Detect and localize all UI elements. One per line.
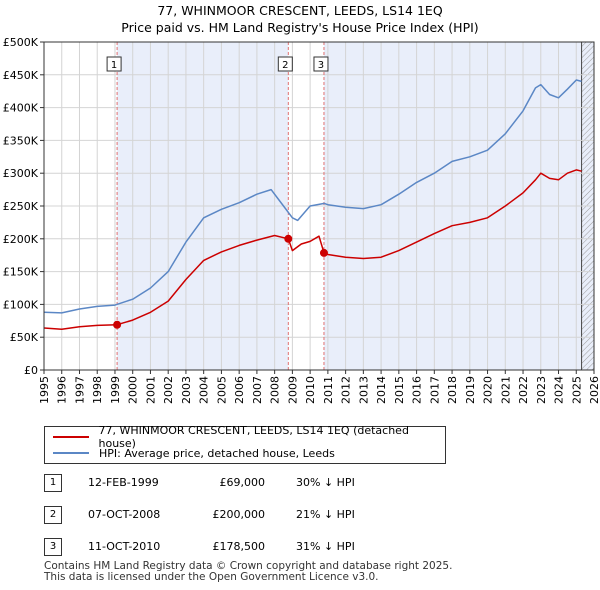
x-tick-label: 2001 <box>144 376 157 404</box>
event-hpi: 31% ↓ HPI <box>296 540 355 553</box>
event-number: 3 <box>44 538 62 556</box>
title-block: 77, WHINMOOR CRESCENT, LEEDS, LS14 1EQ P… <box>0 2 600 36</box>
x-tick-label: 2017 <box>428 376 441 404</box>
y-tick-label: £0 <box>24 364 38 377</box>
x-tick-label: 2005 <box>215 376 228 404</box>
event-number: 2 <box>44 506 62 524</box>
legend-swatch-hpi <box>53 452 89 454</box>
x-tick-label: 2009 <box>286 376 299 404</box>
chart-title: 77, WHINMOOR CRESCENT, LEEDS, LS14 1EQ <box>157 3 443 18</box>
axis-layer: £0 £50K £100K £150K £200K £250K £300K £350K £400… <box>3 36 600 404</box>
event-label-box <box>313 56 329 72</box>
event-number: 1 <box>44 474 62 492</box>
x-tick-label: 2025 <box>570 376 583 404</box>
x-tick-label: 2007 <box>251 376 264 404</box>
y-tick-label: £100K <box>3 298 39 311</box>
x-tick-label: 2023 <box>535 376 548 404</box>
event-date: 12-FEB-1999 <box>88 476 159 489</box>
chart-subtitle: Price paid vs. HM Land Registry's House … <box>121 20 479 35</box>
x-tick-label: 2000 <box>127 376 140 404</box>
footer-licence: This data is licensed under the Open Gov… <box>44 571 379 583</box>
y-tick-label: £450K <box>3 69 39 82</box>
event-hpi: 21% ↓ HPI <box>296 508 355 521</box>
x-tick-label: 2021 <box>499 376 512 404</box>
x-tick-label: 2004 <box>198 376 211 404</box>
price-chart: 1 2 3 £0 £50K £100K £150K £200K £250K £300K £350K… <box>3 36 600 404</box>
x-tick-label: 2020 <box>482 376 495 404</box>
x-tick-label: 1995 <box>38 376 51 404</box>
event-row: 2 07-OCT-2008 £200,000 21% ↓ HPI <box>44 506 444 526</box>
y-tick-label: £50K <box>10 331 39 344</box>
y-tick-label: £500K <box>3 36 39 49</box>
event-row: 3 11-OCT-2010 £178,500 31% ↓ HPI <box>44 538 444 558</box>
legend-swatch-property <box>53 436 89 438</box>
y-tick-label: £400K <box>3 102 39 115</box>
footer-copyright: Contains HM Land Registry data © Crown c… <box>44 560 453 572</box>
sale-point <box>113 320 122 329</box>
x-tick-label: 2016 <box>411 376 424 404</box>
event-row: 1 12-FEB-1999 £69,000 30% ↓ HPI <box>44 474 444 494</box>
x-tick-label: 2012 <box>340 376 353 404</box>
grid-layer <box>43 41 595 371</box>
event-date: 07-OCT-2008 <box>88 508 161 521</box>
legend-label-hpi: HPI: Average price, detached house, Leed… <box>99 446 335 460</box>
x-tick-label: 2002 <box>162 376 175 404</box>
legend-label-property: 77, WHINMOOR CRESCENT, LEEDS, LS14 1EQ (… <box>98 424 409 450</box>
event-price: £69,000 <box>219 476 266 489</box>
x-tick-label: 1997 <box>73 376 86 404</box>
x-tick-label: 2008 <box>269 376 282 404</box>
x-tick-label: 2022 <box>517 376 530 404</box>
y-tick-label: £250K <box>3 200 39 213</box>
x-tick-label: 1996 <box>56 376 69 404</box>
y-tick-label: £200K <box>3 233 39 246</box>
y-tick-label: £350K <box>3 134 39 147</box>
x-tick-label: 2018 <box>446 376 459 404</box>
event-label-box <box>106 56 122 72</box>
sale-point <box>284 234 293 243</box>
x-tick-label: 2013 <box>357 376 370 404</box>
x-tick-label: 2014 <box>375 376 388 404</box>
footer: Contains HM Land Registry data © Crown c… <box>44 561 452 583</box>
event-label: 3 <box>318 60 324 71</box>
x-tick-label: 2019 <box>464 376 477 404</box>
event-label: 1 <box>111 60 117 71</box>
hpi-line <box>43 79 582 314</box>
x-tick-label: 2026 <box>588 376 600 404</box>
event-hpi: 30% ↓ HPI <box>296 476 355 489</box>
y-tick-label: £300K <box>3 167 39 180</box>
legend: 77, WHINMOOR CRESCENT, LEEDS, LS14 1EQ (… <box>44 424 446 464</box>
legend-item-property: 77, WHINMOOR CRESCENT, LEEDS, LS14 1EQ (… <box>53 424 445 450</box>
legend-item-hpi: HPI: Average price, detached house, Leed… <box>53 445 335 461</box>
x-tick-label: 1999 <box>109 376 122 404</box>
sale-point <box>319 248 328 257</box>
event-label-box <box>277 56 293 72</box>
x-tick-label: 2011 <box>322 376 335 404</box>
x-tick-label: 2010 <box>304 376 317 404</box>
y-tick-label: £150K <box>3 266 39 279</box>
event-date: 11-OCT-2010 <box>88 540 161 553</box>
event-lines: 1 2 3 <box>106 42 329 370</box>
marker-layer <box>113 234 328 329</box>
event-label: 2 <box>282 60 288 71</box>
event-price: £200,000 <box>212 508 266 521</box>
x-tick-label: 2006 <box>233 376 246 404</box>
event-price: £178,500 <box>212 540 266 553</box>
x-tick-label: 2003 <box>180 376 193 404</box>
x-tick-label: 2015 <box>393 376 406 404</box>
x-tick-label: 1998 <box>91 376 104 404</box>
x-tick-label: 2024 <box>553 376 566 404</box>
